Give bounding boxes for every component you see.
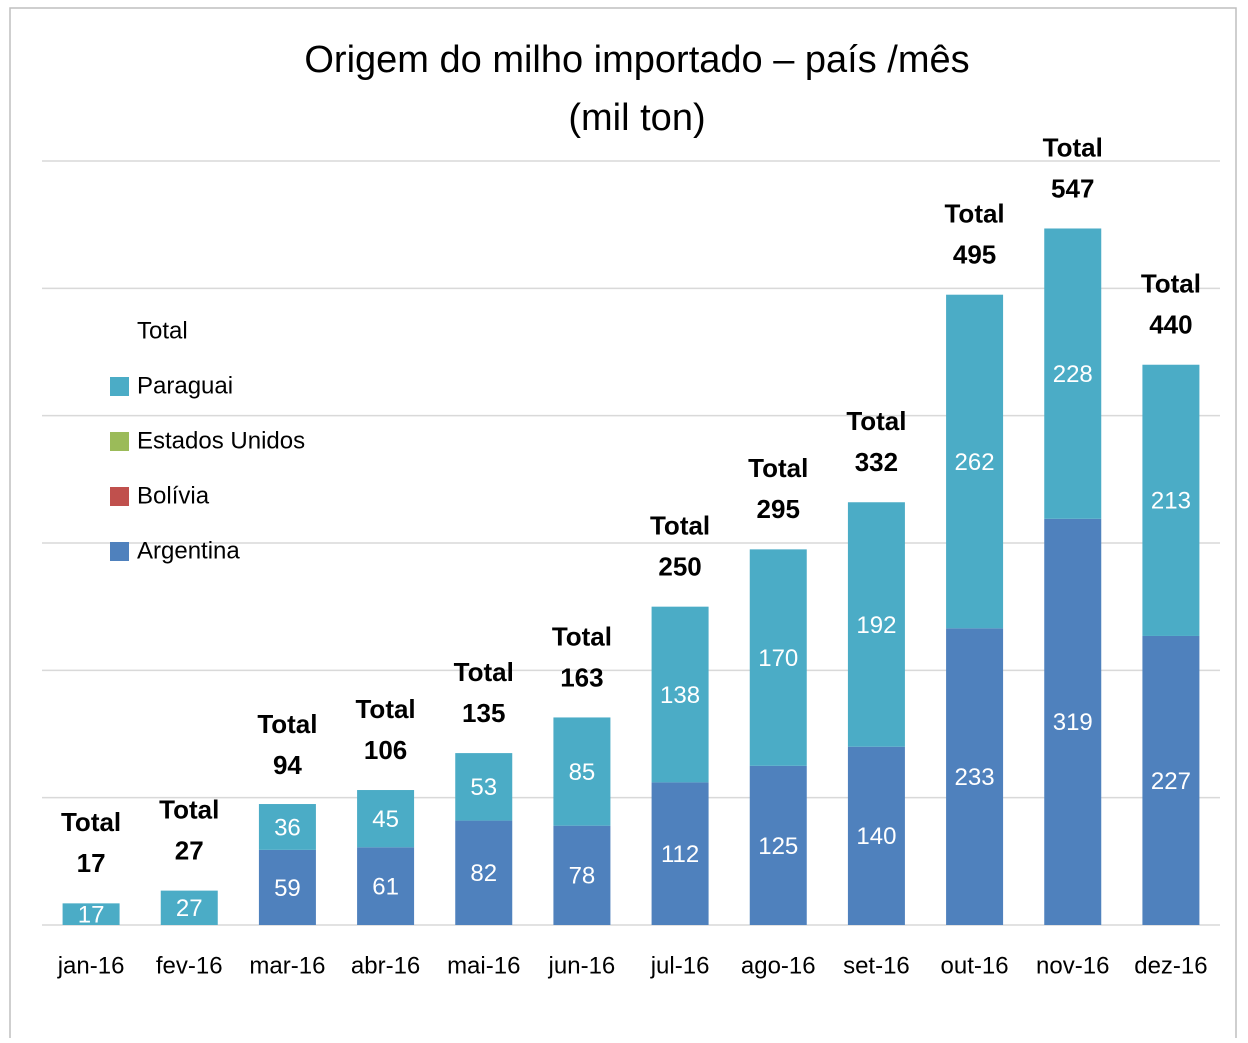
bar-segment: [258, 849, 316, 925]
total-label: 440: [1149, 310, 1192, 340]
data-label: 140: [856, 823, 896, 850]
bar-segment: [357, 790, 415, 848]
total-label: 332: [855, 447, 898, 477]
x-tick-label: fev-16: [156, 952, 223, 979]
bar-segment: [455, 820, 513, 925]
legend-label: Bolívia: [137, 482, 210, 509]
bar-segment: [749, 549, 807, 766]
chart-subtitle: (mil ton): [568, 97, 705, 139]
data-label: 228: [1053, 361, 1093, 388]
x-tick-label: jun-16: [548, 952, 616, 979]
total-label: 495: [953, 240, 996, 270]
total-label-name: Total: [944, 199, 1004, 229]
bar-segment: [160, 890, 218, 925]
legend-swatch: [110, 432, 129, 451]
total-label-name: Total: [1141, 269, 1201, 299]
total-label-name: Total: [454, 657, 514, 687]
bar-segment: [258, 804, 316, 850]
x-tick-label: out-16: [941, 952, 1009, 979]
bar-segment: [62, 903, 120, 925]
bar-segment: [651, 782, 709, 925]
chart-frame: [9, 7, 1237, 1043]
total-label: 17: [77, 848, 106, 878]
bar-segment: [946, 628, 1004, 925]
data-label: 53: [470, 774, 497, 801]
total-label: 94: [273, 750, 302, 780]
x-tick-label: jan-16: [57, 952, 125, 979]
legend-swatch: [110, 377, 129, 396]
data-label: 36: [274, 814, 301, 841]
x-tick-label: set-16: [843, 952, 910, 979]
legend-label: Total: [137, 317, 188, 344]
bar-segment: [553, 717, 611, 826]
x-tick-label: abr-16: [351, 952, 420, 979]
bar-segment: [1044, 228, 1102, 519]
data-label: 192: [856, 612, 896, 639]
data-label: 233: [955, 764, 995, 791]
total-label-name: Total: [355, 694, 415, 724]
chart-title: Origem do milho importado – país /mês: [304, 39, 969, 81]
data-label: 125: [758, 833, 798, 860]
total-label: 27: [175, 835, 204, 865]
total-label: 295: [757, 494, 800, 524]
bar-segment: [1142, 364, 1200, 636]
bar-segment: [357, 847, 415, 925]
data-label: 78: [569, 863, 596, 890]
data-label: 227: [1151, 768, 1191, 795]
data-label: 170: [758, 645, 798, 672]
data-label: 85: [569, 759, 596, 786]
legend-label: Estados Unidos: [137, 427, 305, 454]
x-tick-label: mar-16: [249, 952, 325, 979]
data-label: 17: [78, 902, 105, 929]
bar-segment: [749, 765, 807, 925]
data-label: 213: [1151, 488, 1191, 515]
bar-segment: [1142, 635, 1200, 925]
data-label: 27: [176, 895, 203, 922]
total-label: 250: [658, 552, 701, 582]
legend-label: Paraguai: [137, 372, 233, 399]
total-label-name: Total: [1043, 132, 1103, 162]
legend-swatch: [110, 542, 129, 561]
total-label-name: Total: [257, 709, 317, 739]
total-label-name: Total: [552, 621, 612, 651]
data-label: 262: [955, 449, 995, 476]
data-label: 112: [661, 841, 699, 868]
data-label: 138: [660, 682, 700, 709]
x-tick-label: dez-16: [1134, 952, 1207, 979]
x-tick-label: ago-16: [741, 952, 816, 979]
x-tick-label: mai-16: [447, 952, 520, 979]
bar-segment: [1044, 518, 1102, 925]
total-label: 163: [560, 662, 603, 692]
total-label: 135: [462, 698, 505, 728]
data-label: 45: [372, 806, 399, 833]
data-label: 319: [1053, 709, 1093, 736]
total-label: 547: [1051, 173, 1094, 203]
data-label: 61: [372, 874, 399, 901]
data-label: 82: [470, 860, 497, 887]
bar-segment: [847, 502, 905, 747]
total-label-name: Total: [748, 453, 808, 483]
total-label-name: Total: [846, 406, 906, 436]
bar-segment: [847, 746, 905, 925]
total-label-name: Total: [159, 794, 219, 824]
total-label-name: Total: [61, 807, 121, 837]
bar-segment: [946, 294, 1004, 629]
total-label-name: Total: [650, 511, 710, 541]
bar-segment: [553, 825, 611, 925]
data-label: 59: [274, 875, 301, 902]
legend-swatch: [110, 487, 129, 506]
bar-segment: [651, 606, 709, 783]
bar-segment: [455, 753, 513, 821]
x-tick-label: nov-16: [1036, 952, 1109, 979]
total-label: 106: [364, 735, 407, 765]
legend-label: Argentina: [137, 537, 240, 564]
x-tick-label: jul-16: [650, 952, 710, 979]
